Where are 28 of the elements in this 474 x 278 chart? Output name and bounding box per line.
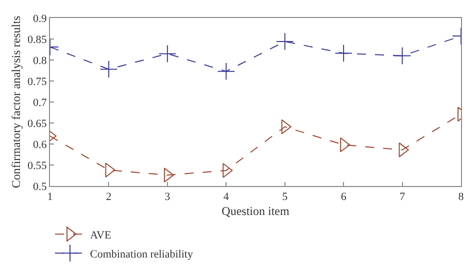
x-tick-label: 6 xyxy=(340,191,347,204)
x-tick-label: 4 xyxy=(223,191,230,204)
point xyxy=(217,62,236,80)
y-tick-label: 0.85 xyxy=(28,34,48,46)
x-tick-label: 7 xyxy=(400,191,406,204)
x-tick-label: 8 xyxy=(458,191,464,204)
point xyxy=(276,32,294,50)
y-tick-label: 0.9 xyxy=(33,12,48,25)
y-axis-title: Confirmatory factor analysis results xyxy=(8,16,23,188)
y-tick-label: 0.75 xyxy=(28,76,48,88)
x-tick-label: 1 xyxy=(47,191,53,204)
y-tick-label: 0.55 xyxy=(28,160,48,172)
x-tick-label: 5 xyxy=(282,191,288,204)
x-tick-label: 3 xyxy=(164,191,171,204)
legend-label: AVE xyxy=(90,229,112,242)
point xyxy=(158,44,176,63)
legend-label: Combination reliability xyxy=(90,248,194,260)
y-tick-label: 0.5 xyxy=(33,180,48,193)
point xyxy=(393,46,412,65)
y-tick-label: 0.7 xyxy=(33,96,48,109)
point xyxy=(222,163,233,178)
x-tick-label: 2 xyxy=(106,191,112,204)
y-tick-label: 0.65 xyxy=(28,118,48,130)
point xyxy=(334,44,352,62)
y-tick-label: 0.6 xyxy=(33,138,48,151)
x-axis-title: Question item xyxy=(222,204,290,218)
y-tick-label: 0.8 xyxy=(33,54,48,67)
point xyxy=(105,162,116,178)
